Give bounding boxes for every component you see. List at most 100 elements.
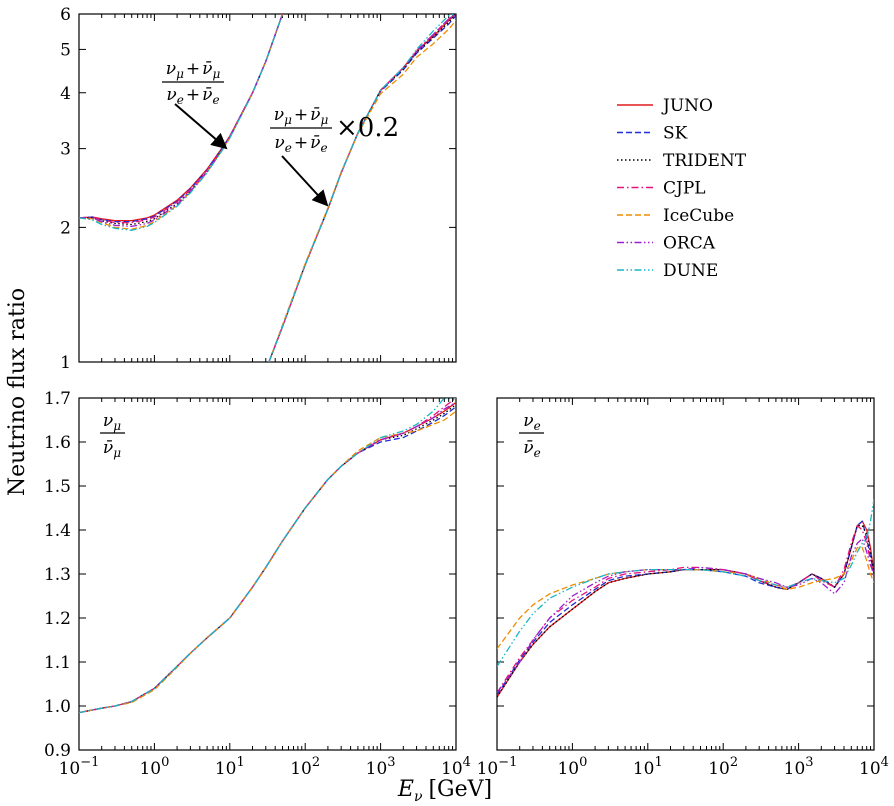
- y-tick-label: 4: [60, 84, 71, 104]
- series-line-juno: [79, 401, 456, 714]
- series-line-juno: [79, 14, 284, 222]
- y-tick-label: 0.9: [44, 741, 71, 761]
- x-tick-label: 102: [290, 755, 320, 779]
- anno2-num-bar: ν̄: [310, 105, 320, 125]
- series-line-sk: [497, 520, 874, 696]
- svg-text:ν̄μ: ν̄μ: [103, 438, 121, 460]
- legend-label: SK: [663, 124, 688, 144]
- series-line-cjpl: [268, 14, 456, 362]
- y-tick-label: 2: [60, 218, 71, 238]
- legend-label: DUNE: [663, 261, 718, 281]
- nue-num-main: ν: [523, 411, 533, 431]
- panel-bottom-left: 10−1 100 101 102 103 104 0.9 1.0 1.1 1.2 1.3 1.4 1.5…: [44, 389, 471, 779]
- series-line-dune: [79, 398, 456, 714]
- anno2-den-bar-sub: e: [320, 141, 327, 155]
- anno1-den-bar: ν̄: [202, 85, 212, 105]
- plot-frame: [496, 397, 875, 751]
- series-line-cjpl: [79, 14, 284, 224]
- y-tick-label: 3: [60, 140, 71, 160]
- y-tick-label: 1.5: [44, 477, 71, 497]
- anno1-arrow: [174, 103, 228, 150]
- y-tick-label: 1.3: [44, 565, 71, 585]
- anno2-den-plus: +: [294, 133, 308, 153]
- anno2-num-bar-sub: μ: [320, 113, 328, 127]
- series-line-sk: [79, 14, 284, 223]
- anno2-suffix: ×0.2: [336, 113, 399, 143]
- series-line-cjpl: [497, 524, 874, 694]
- nue-num-sub: e: [534, 419, 541, 433]
- anno1-den-plus: +: [186, 85, 200, 105]
- legend-item: TRIDENT: [617, 151, 747, 171]
- series-line-trident: [79, 14, 284, 226]
- legend-label: ORCA: [663, 234, 716, 254]
- anno2-den-sub: e: [285, 141, 292, 155]
- y-axis-label: Neutrino flux ratio: [5, 288, 30, 496]
- anno1-num-main: ν: [166, 59, 176, 79]
- anno1-den-bar-sub: e: [212, 93, 219, 107]
- x-tick-label: 100: [139, 755, 169, 779]
- x-axis-label-main: E: [397, 777, 414, 802]
- annotation-ratio: νμ + ν̄μ νe + ν̄e: [162, 59, 228, 150]
- legend-item: DUNE: [617, 261, 718, 281]
- x-tick-label: 102: [708, 755, 738, 779]
- series-line-trident: [497, 524, 874, 698]
- y-tick-label: 1.6: [44, 433, 71, 453]
- legend-item: SK: [617, 124, 688, 144]
- legend-item: JUNO: [617, 96, 713, 116]
- series-line-icecube: [268, 20, 456, 362]
- svg-text:νμ: νμ: [103, 411, 121, 433]
- series-line-sk: [268, 15, 456, 362]
- legend: JUNO SK TRIDENT CJPL IceCube ORCA DUNE: [617, 96, 747, 281]
- anno1-den-main: ν: [166, 85, 176, 105]
- anno1-num-bar-sub: μ: [212, 67, 220, 81]
- svg-text:νe+ν̄e: νe + ν̄e: [274, 133, 327, 155]
- numu-den-sub: μ: [113, 446, 121, 460]
- y-tick-label: 1.4: [44, 521, 71, 541]
- plot-frame: [78, 397, 457, 751]
- anno2-num-sub: μ: [284, 113, 292, 127]
- svg-text:νe: νe: [523, 411, 540, 433]
- anno2-num-plus: +: [294, 105, 308, 125]
- anno2-den-bar: ν̄: [310, 133, 320, 153]
- x-tick-label: 103: [784, 755, 814, 779]
- x-axis-label-sub: ν: [414, 789, 423, 805]
- series-line-dune: [79, 14, 284, 231]
- x-axis-label-unit: [GeV]: [428, 777, 492, 802]
- series-line-sk: [79, 406, 456, 714]
- series-line-juno: [497, 520, 874, 698]
- panel-bottom-right: 10−1 100 101 102 103 104: [477, 397, 889, 779]
- x-axis-label: Eν [GeV]: [397, 777, 492, 805]
- legend-label: JUNO: [661, 96, 713, 116]
- series-line-orca: [497, 538, 874, 694]
- panel-top-left: 1 2 3 4 5 6: [60, 5, 457, 373]
- x-tick-label: 10−1: [477, 755, 518, 779]
- numu-den-main: ν̄: [103, 438, 113, 458]
- anno2-num-main: ν: [274, 105, 284, 125]
- svg-text:νe+ν̄e: νe + ν̄e: [166, 85, 219, 107]
- label-numu-ratio: νμ ν̄μ: [100, 411, 125, 460]
- y-tick-label: 6: [60, 5, 71, 25]
- y-tick-label: 1.2: [44, 609, 71, 629]
- y-tick-label: 5: [60, 40, 71, 60]
- plot-frame: [78, 13, 457, 363]
- legend-label: IceCube: [663, 206, 734, 226]
- series-line-icecube: [79, 410, 456, 714]
- series-line-dune: [268, 14, 456, 362]
- legend-item: ORCA: [617, 234, 716, 254]
- anno1-num-bar: ν̄: [202, 59, 212, 79]
- label-nue-ratio: νe ν̄e: [519, 411, 544, 460]
- y-tick-label: 1.0: [44, 697, 71, 717]
- legend-label: CJPL: [663, 179, 706, 199]
- anno1-den-sub: e: [177, 93, 184, 107]
- series-line-trident: [268, 14, 456, 362]
- x-tick-label: 100: [557, 755, 587, 779]
- x-tick-label: 10−1: [59, 755, 100, 779]
- x-tick-label: 104: [859, 755, 889, 779]
- anno2-den-main: ν: [274, 133, 284, 153]
- annotation-ratio-scaled: νμ + ν̄μ νe + ν̄e ×0.2: [270, 105, 399, 207]
- anno1-num-sub: μ: [176, 67, 184, 81]
- series-line-juno: [268, 14, 456, 362]
- series-line-cjpl: [79, 398, 456, 714]
- series-line-orca: [268, 14, 456, 362]
